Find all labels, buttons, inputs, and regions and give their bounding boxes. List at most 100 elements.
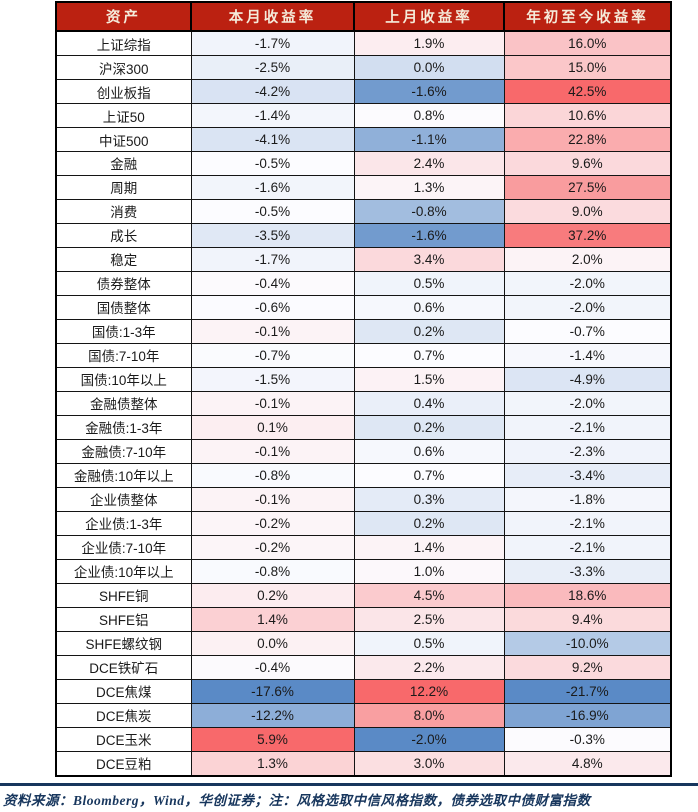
prev-month-return-cell: -0.8% bbox=[353, 198, 505, 224]
ytd-return-cell: 42.5% bbox=[503, 79, 672, 105]
ytd-return-cell: 16.0% bbox=[503, 30, 672, 57]
table-row: 金融债:1-3年 0.1% 0.2% -2.1% bbox=[55, 414, 672, 440]
prev-month-return-cell: 1.4% bbox=[353, 534, 505, 560]
ytd-return-cell: -2.0% bbox=[503, 390, 672, 416]
table-row: 企业债:10年以上 -0.8% 1.0% -3.3% bbox=[55, 558, 672, 584]
table-row: 沪深300 -2.5% 0.0% 15.0% bbox=[55, 55, 672, 81]
ytd-return-cell: 22.8% bbox=[503, 127, 672, 152]
month-return-cell: -0.1% bbox=[190, 318, 355, 344]
prev-month-return-cell: 1.0% bbox=[353, 558, 505, 584]
prev-month-return-cell: 0.7% bbox=[353, 342, 505, 368]
asset-label: 金融债:1-3年 bbox=[55, 414, 192, 440]
ytd-return-cell: -0.3% bbox=[503, 726, 672, 752]
prev-month-return-cell: 1.9% bbox=[353, 30, 505, 57]
prev-month-return-cell: 2.5% bbox=[353, 606, 505, 632]
table-row: 国债:7-10年 -0.7% 0.7% -1.4% bbox=[55, 342, 672, 368]
ytd-return-cell: -10.0% bbox=[503, 630, 672, 656]
prev-month-return-cell: -1.6% bbox=[353, 79, 505, 105]
ytd-return-cell: 37.2% bbox=[503, 222, 672, 248]
prev-month-return-cell: 1.3% bbox=[353, 174, 505, 200]
ytd-return-cell: -16.9% bbox=[503, 702, 672, 728]
month-return-cell: -2.5% bbox=[190, 55, 355, 81]
asset-label: DCE铁矿石 bbox=[55, 654, 192, 680]
month-return-cell: -17.6% bbox=[190, 678, 355, 704]
asset-label: 成长 bbox=[55, 222, 192, 248]
prev-month-return-cell: 0.2% bbox=[353, 510, 505, 536]
table-row: 上证综指 -1.7% 1.9% 16.0% bbox=[55, 30, 672, 57]
prev-month-return-cell: 0.6% bbox=[353, 438, 505, 464]
ytd-return-cell: 4.8% bbox=[503, 750, 672, 777]
month-return-cell: -1.6% bbox=[190, 174, 355, 200]
prev-month-return-cell: 0.7% bbox=[353, 462, 505, 488]
ytd-return-cell: 9.4% bbox=[503, 606, 672, 632]
ytd-return-cell: -2.0% bbox=[503, 294, 672, 320]
asset-label: 消费 bbox=[55, 198, 192, 224]
asset-label: 金融债:7-10年 bbox=[55, 438, 192, 464]
month-return-cell: -1.4% bbox=[190, 103, 355, 129]
asset-label: DCE焦炭 bbox=[55, 702, 192, 728]
month-return-cell: -0.4% bbox=[190, 270, 355, 296]
table-row: 金融债整体 -0.1% 0.4% -2.0% bbox=[55, 390, 672, 416]
month-return-cell: -1.7% bbox=[190, 246, 355, 272]
asset-label: 金融债:10年以上 bbox=[55, 462, 192, 488]
ytd-return-cell: 10.6% bbox=[503, 103, 672, 129]
table-row: 上证50 -1.4% 0.8% 10.6% bbox=[55, 103, 672, 129]
asset-label: SHFE螺纹钢 bbox=[55, 630, 192, 656]
ytd-return-cell: -21.7% bbox=[503, 678, 672, 704]
prev-month-return-cell: 0.5% bbox=[353, 630, 505, 656]
month-return-cell: 0.2% bbox=[190, 582, 355, 608]
month-return-cell: -0.4% bbox=[190, 654, 355, 680]
table-row: 中证500 -4.1% -1.1% 22.8% bbox=[55, 127, 672, 152]
table-row: DCE焦煤 -17.6% 12.2% -21.7% bbox=[55, 678, 672, 704]
asset-label: SHFE铝 bbox=[55, 606, 192, 632]
prev-month-return-cell: 4.5% bbox=[353, 582, 505, 608]
ytd-return-cell: 9.2% bbox=[503, 654, 672, 680]
asset-label: 企业债:1-3年 bbox=[55, 510, 192, 536]
header-row: 资产 本月收益率 上月收益率 年初至今收益率 bbox=[55, 1, 672, 32]
header-ytd-return: 年初至今收益率 bbox=[503, 1, 672, 32]
prev-month-return-cell: 0.8% bbox=[353, 103, 505, 129]
prev-month-return-cell: 0.2% bbox=[353, 414, 505, 440]
month-return-cell: -0.6% bbox=[190, 294, 355, 320]
asset-label: DCE玉米 bbox=[55, 726, 192, 752]
table-row: 国债:10年以上 -1.5% 1.5% -4.9% bbox=[55, 366, 672, 392]
month-return-cell: 1.4% bbox=[190, 606, 355, 632]
table-row: 企业债:1-3年 -0.2% 0.2% -2.1% bbox=[55, 510, 672, 536]
asset-label: 上证综指 bbox=[55, 30, 192, 57]
prev-month-return-cell: -1.1% bbox=[353, 127, 505, 152]
table-row: 创业板指 -4.2% -1.6% 42.5% bbox=[55, 79, 672, 105]
ytd-return-cell: -4.9% bbox=[503, 366, 672, 392]
prev-month-return-cell: 12.2% bbox=[353, 678, 505, 704]
table-body: 上证综指 -1.7% 1.9% 16.0% 沪深300 -2.5% 0.0% 1… bbox=[55, 30, 672, 777]
prev-month-return-cell: -1.6% bbox=[353, 222, 505, 248]
month-return-cell: 0.0% bbox=[190, 630, 355, 656]
month-return-cell: -0.5% bbox=[190, 198, 355, 224]
asset-label: 企业债整体 bbox=[55, 486, 192, 512]
ytd-return-cell: -2.0% bbox=[503, 270, 672, 296]
ytd-return-cell: -2.3% bbox=[503, 438, 672, 464]
table-row: DCE豆粕 1.3% 3.0% 4.8% bbox=[55, 750, 672, 777]
table-row: 企业债整体 -0.1% 0.3% -1.8% bbox=[55, 486, 672, 512]
prev-month-return-cell: 0.6% bbox=[353, 294, 505, 320]
table-row: 企业债:7-10年 -0.2% 1.4% -2.1% bbox=[55, 534, 672, 560]
prev-month-return-cell: 8.0% bbox=[353, 702, 505, 728]
table-row: DCE铁矿石 -0.4% 2.2% 9.2% bbox=[55, 654, 672, 680]
month-return-cell: -1.7% bbox=[190, 30, 355, 57]
ytd-return-cell: -2.1% bbox=[503, 414, 672, 440]
table-row: 国债整体 -0.6% 0.6% -2.0% bbox=[55, 294, 672, 320]
table-row: 成长 -3.5% -1.6% 37.2% bbox=[55, 222, 672, 248]
ytd-return-cell: -1.4% bbox=[503, 342, 672, 368]
asset-label: 沪深300 bbox=[55, 55, 192, 81]
asset-label: 国债:7-10年 bbox=[55, 342, 192, 368]
month-return-cell: 5.9% bbox=[190, 726, 355, 752]
asset-label: 中证500 bbox=[55, 127, 192, 152]
source-note: 资料来源：Bloomberg，Wind，华创证券；注：风格选取中信风格指数，债券… bbox=[3, 793, 591, 808]
asset-label: DCE焦煤 bbox=[55, 678, 192, 704]
footer-divider bbox=[0, 783, 698, 786]
asset-label: 企业债:7-10年 bbox=[55, 534, 192, 560]
table-row: 金融 -0.5% 2.4% 9.6% bbox=[55, 151, 672, 176]
prev-month-return-cell: 3.0% bbox=[353, 750, 505, 777]
ytd-return-cell: -2.1% bbox=[503, 534, 672, 560]
prev-month-return-cell: 0.0% bbox=[353, 55, 505, 81]
ytd-return-cell: 27.5% bbox=[503, 174, 672, 200]
